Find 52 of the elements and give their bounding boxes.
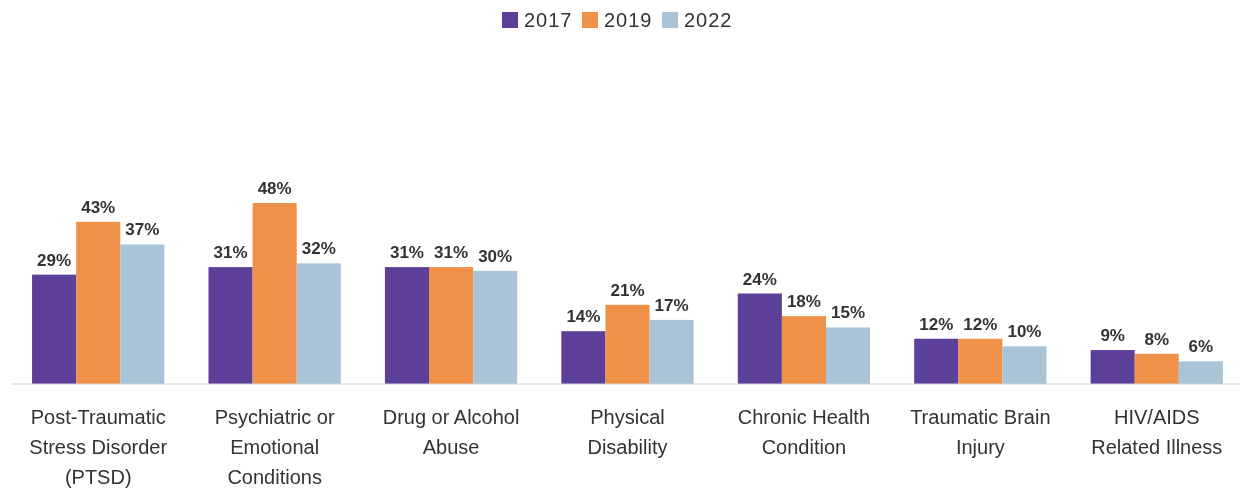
bar xyxy=(1002,346,1047,384)
data-label: 48% xyxy=(257,179,292,198)
x-tick-label: Chronic Health Condition xyxy=(737,406,871,458)
legend-label: 2019 xyxy=(604,9,653,31)
bar xyxy=(781,316,826,384)
x-tick-label: Physical Disability xyxy=(587,406,668,458)
bar xyxy=(561,331,606,384)
data-label: 9% xyxy=(1100,326,1125,346)
data-label: 31% xyxy=(434,243,469,263)
data-label: 31% xyxy=(213,243,248,263)
data-label: 17% xyxy=(654,295,689,315)
data-label: 24% xyxy=(742,269,777,289)
data-label: 12% xyxy=(919,314,954,334)
bar xyxy=(1178,361,1223,384)
data-label: 21% xyxy=(610,280,645,300)
data-label: 14% xyxy=(566,307,601,327)
data-label: 30% xyxy=(478,246,513,266)
bar xyxy=(825,327,871,384)
data-label: 10% xyxy=(1007,322,1042,342)
data-label: 32% xyxy=(301,239,336,259)
x-tick-label: Traumatic Brain Injury xyxy=(910,406,1051,458)
data-label: 31% xyxy=(389,243,424,263)
x-tick-label: Post-Traumatic Stress Disorder (PTSD) xyxy=(29,406,168,488)
data-label: 12% xyxy=(963,314,998,334)
x-tick-label: HIV/AIDS Related Illness xyxy=(1091,406,1223,458)
bar xyxy=(384,267,430,384)
bar xyxy=(32,274,77,384)
bar xyxy=(76,221,121,384)
data-label: 29% xyxy=(37,250,72,270)
bar xyxy=(737,293,782,384)
bar xyxy=(473,270,518,384)
x-tick-label: Psychiatric or Emotional Conditions xyxy=(214,406,335,488)
bar xyxy=(296,263,341,384)
data-label: 43% xyxy=(81,197,116,217)
bar xyxy=(649,319,694,384)
bar xyxy=(120,244,165,384)
bar xyxy=(429,267,474,384)
x-tick-label: Drug or Alcohol Abuse xyxy=(382,406,520,458)
legend-label: 2017 xyxy=(524,9,573,31)
bar xyxy=(914,338,959,384)
bar xyxy=(252,203,297,384)
bar xyxy=(1134,353,1179,384)
data-label: 37% xyxy=(125,220,160,240)
data-label: 6% xyxy=(1188,337,1214,357)
bar xyxy=(605,304,650,384)
bar xyxy=(958,338,1003,384)
data-label: 8% xyxy=(1144,329,1170,349)
legend-label: 2022 xyxy=(684,9,733,31)
bar xyxy=(208,267,253,384)
data-label: 15% xyxy=(831,303,866,323)
bar xyxy=(1090,350,1135,384)
data-label: 18% xyxy=(786,292,821,312)
